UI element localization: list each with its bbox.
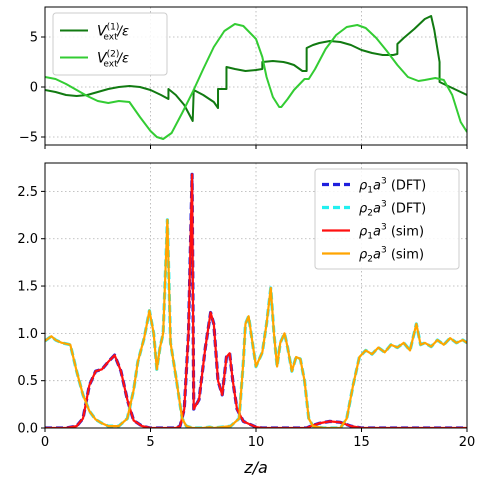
y-tick-label: 2.5 [17,185,38,200]
legend-label-2: V(2) ext/ε [97,50,129,70]
x-tick-label: 5 [146,435,154,450]
legend-box [314,168,460,270]
legend-label-2: ρ2a3 (DFT) [359,200,426,219]
x-tick-label: 0 [41,435,49,450]
legend: ρ1a3 (DFT) ρ2a3 (DFT) ρ1a3 (sim) ρ2a3 (sim) [314,168,460,270]
series-line-1 [45,15,467,122]
y-tick-label: 1.5 [17,280,38,295]
legend-box [52,12,168,76]
y-tick-label: 0.5 [17,374,38,389]
series-line-2 [45,23,467,140]
series-group [45,172,467,428]
legend-label-1: ρ1a3 (DFT) [359,177,426,196]
legend: V(1) ext/ε V(2) ext/ε [52,12,168,76]
x-tick-label: 20 [459,435,476,450]
y-tick-label: −5 [19,131,38,146]
x-axis-label: z/a [243,458,268,477]
series-line-3 [45,173,467,428]
y-tick-label: 0.0 [17,422,38,437]
legend-label-1: V(1) ext/ε [97,23,129,43]
top-panel: −5 0 5 V(1) ext/ε V(2) ext/ε [19,6,468,149]
y-tick-label: 2.0 [17,232,38,247]
legend-label-4: ρ2a3 (sim) [359,246,424,265]
x-tick-label: 10 [248,435,265,450]
y-tick-label: 0 [30,81,38,96]
y-tick-label: 5 [30,31,38,46]
y-tick-label: 1.0 [17,327,38,342]
legend-label-3: ρ1a3 (sim) [359,223,424,242]
x-tick-label: 15 [353,435,370,450]
series-line-4 [45,218,467,428]
series-group [45,15,467,140]
